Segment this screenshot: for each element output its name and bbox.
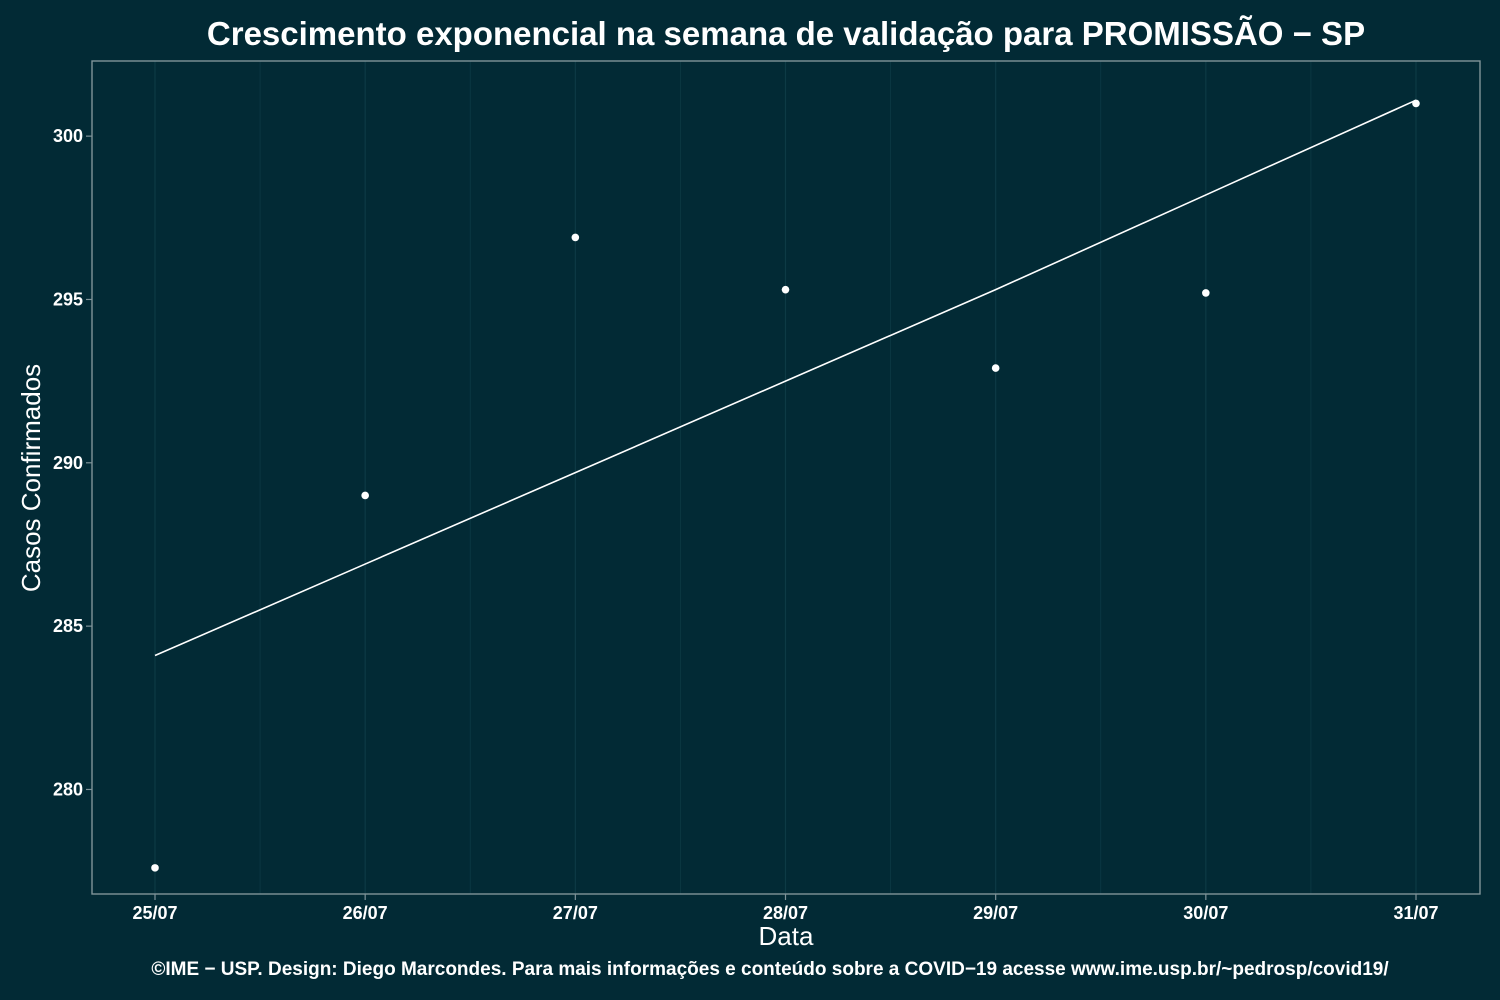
- data-point: [1202, 289, 1210, 297]
- y-tick-label: 295: [53, 289, 83, 309]
- data-point: [151, 864, 159, 872]
- x-tick-label: 26/07: [343, 903, 388, 923]
- grid-layer: [154, 61, 1417, 894]
- x-tick-label: 27/07: [553, 903, 598, 923]
- points-layer: [151, 99, 1420, 872]
- data-point: [781, 285, 790, 294]
- fit-line-layer: [154, 99, 1417, 657]
- x-tick-label: 29/07: [973, 903, 1018, 923]
- data-point: [571, 233, 580, 242]
- x-tick-label: 31/07: [1393, 903, 1438, 923]
- data-point: [361, 491, 369, 500]
- x-tick-label: 28/07: [763, 903, 808, 923]
- y-tick-label: 300: [53, 126, 83, 146]
- chart-title: Crescimento exponencial na semana de val…: [207, 15, 1365, 52]
- y-tick-labels: 280 285 290 295 300: [53, 126, 92, 799]
- chart-caption: ©IME − USP. Design: Diego Marcondes. Par…: [151, 959, 1389, 980]
- data-point: [1412, 99, 1420, 108]
- y-tick-label: 285: [53, 616, 83, 636]
- x-tick-label: 25/07: [132, 903, 177, 923]
- y-tick-label: 280: [53, 779, 83, 799]
- y-tick-label: 290: [53, 453, 83, 473]
- data-point: [991, 364, 1000, 372]
- y-axis-title: Casos Confirmados: [16, 364, 46, 592]
- x-tick-labels: 25/07 26/07 27/07 28/07 29/07 30/07 31/07: [132, 894, 1439, 923]
- x-tick-label: 30/07: [1183, 903, 1228, 923]
- fit-line: [154, 99, 1417, 657]
- x-axis-title: Data: [759, 921, 814, 951]
